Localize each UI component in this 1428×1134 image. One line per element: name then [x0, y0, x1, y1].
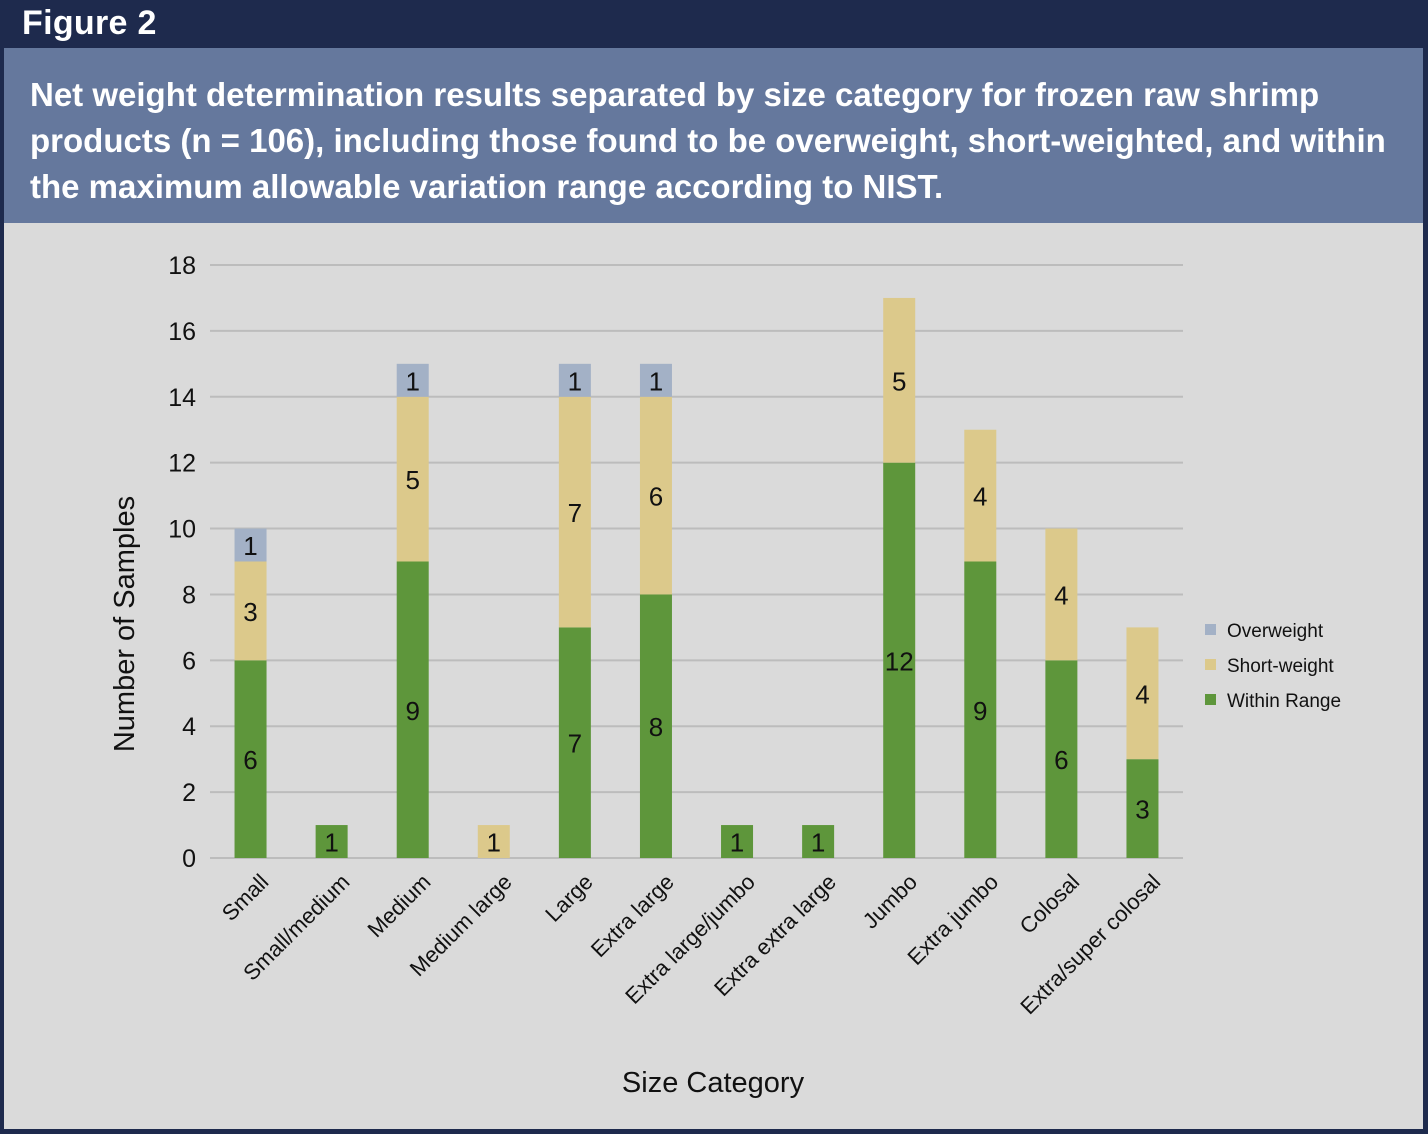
bar-segment-short-weight [639, 396, 672, 595]
x-tick-label: Large [540, 869, 597, 926]
data-label: 9 [973, 696, 987, 726]
data-label: 4 [1054, 580, 1068, 610]
data-label: 1 [649, 366, 663, 396]
y-tick-label: 12 [168, 450, 196, 478]
y-tick-label: 16 [168, 318, 196, 346]
bar-segment-overweight [396, 363, 429, 397]
y-tick-label: 8 [182, 581, 196, 609]
figure-label: Figure 2 [22, 4, 157, 42]
data-label: 1 [243, 531, 257, 561]
legend-swatch [1205, 624, 1216, 635]
bar-segment-within-range [802, 825, 835, 858]
x-tick-label: Medium [363, 869, 436, 942]
bar-segment-within-range [1045, 660, 1078, 858]
y-tick-label: 0 [182, 845, 196, 873]
x-tick-label: Jumbo [858, 869, 922, 933]
data-label: 7 [568, 498, 582, 528]
legend-entry: Within Range [1227, 691, 1341, 712]
bar-segment-short-weight [396, 396, 429, 562]
data-label: 1 [324, 828, 338, 858]
data-label: 6 [243, 745, 257, 775]
data-label: 1 [568, 366, 582, 396]
data-label: 5 [405, 465, 419, 495]
bar-segment-within-range [721, 825, 754, 858]
bar-segment-within-range [639, 594, 672, 858]
bar-segment-short-weight [883, 297, 916, 463]
legend-swatch [1205, 694, 1216, 705]
bar-segment-within-range [396, 561, 429, 858]
legend-entry: Short-weight [1227, 656, 1334, 677]
data-label: 6 [649, 482, 663, 512]
data-label: 1 [405, 366, 419, 396]
y-tick-label: 4 [182, 713, 196, 741]
data-label: 1 [811, 828, 825, 858]
data-label: 8 [649, 712, 663, 742]
bar-segment-within-range [883, 462, 916, 858]
x-tick-label: Colosal [1015, 869, 1085, 939]
bar-segment-within-range [234, 660, 267, 858]
data-label: 3 [243, 597, 257, 627]
bar-segment-overweight [234, 528, 267, 562]
y-tick-label: 6 [182, 647, 196, 675]
bar-segment-within-range [1126, 759, 1159, 858]
data-label: 4 [973, 482, 987, 512]
bar-segment-short-weight [234, 561, 267, 661]
legend-swatch [1205, 659, 1216, 670]
bar-segment-within-range [315, 825, 348, 858]
y-tick-label: 18 [168, 252, 196, 280]
data-label: 1 [487, 828, 501, 858]
bar-segment-short-weight [558, 396, 591, 628]
y-axis-title: Number of Samples [109, 496, 141, 752]
x-tick-label: Small [217, 869, 274, 926]
legend-entry: Overweight [1227, 621, 1324, 642]
y-tick-label: 14 [168, 384, 196, 412]
bar-segment-overweight [558, 363, 591, 397]
bar-segment-short-weight [477, 825, 510, 858]
y-tick-label: 2 [182, 779, 196, 807]
bar-segment-overweight [639, 363, 672, 397]
bar-segment-short-weight [1045, 528, 1078, 661]
x-axis-title: Size Category [622, 1067, 805, 1099]
figure-caption: Net weight determination results separat… [4, 48, 1423, 223]
data-label: 12 [885, 646, 914, 676]
data-label: 3 [1135, 795, 1149, 825]
data-label: 7 [568, 729, 582, 759]
data-label: 4 [1135, 679, 1149, 709]
x-tick-label: Extra/super colosal [1015, 869, 1165, 1019]
data-label: 1 [730, 828, 744, 858]
y-tick-label: 10 [168, 516, 196, 544]
bar-segment-within-range [964, 561, 997, 858]
data-label: 6 [1054, 745, 1068, 775]
data-label: 5 [892, 366, 906, 396]
bar-segment-short-weight [1126, 627, 1159, 760]
bar-segment-short-weight [964, 429, 997, 562]
bar-segment-within-range [558, 627, 591, 858]
data-label: 9 [405, 696, 419, 726]
